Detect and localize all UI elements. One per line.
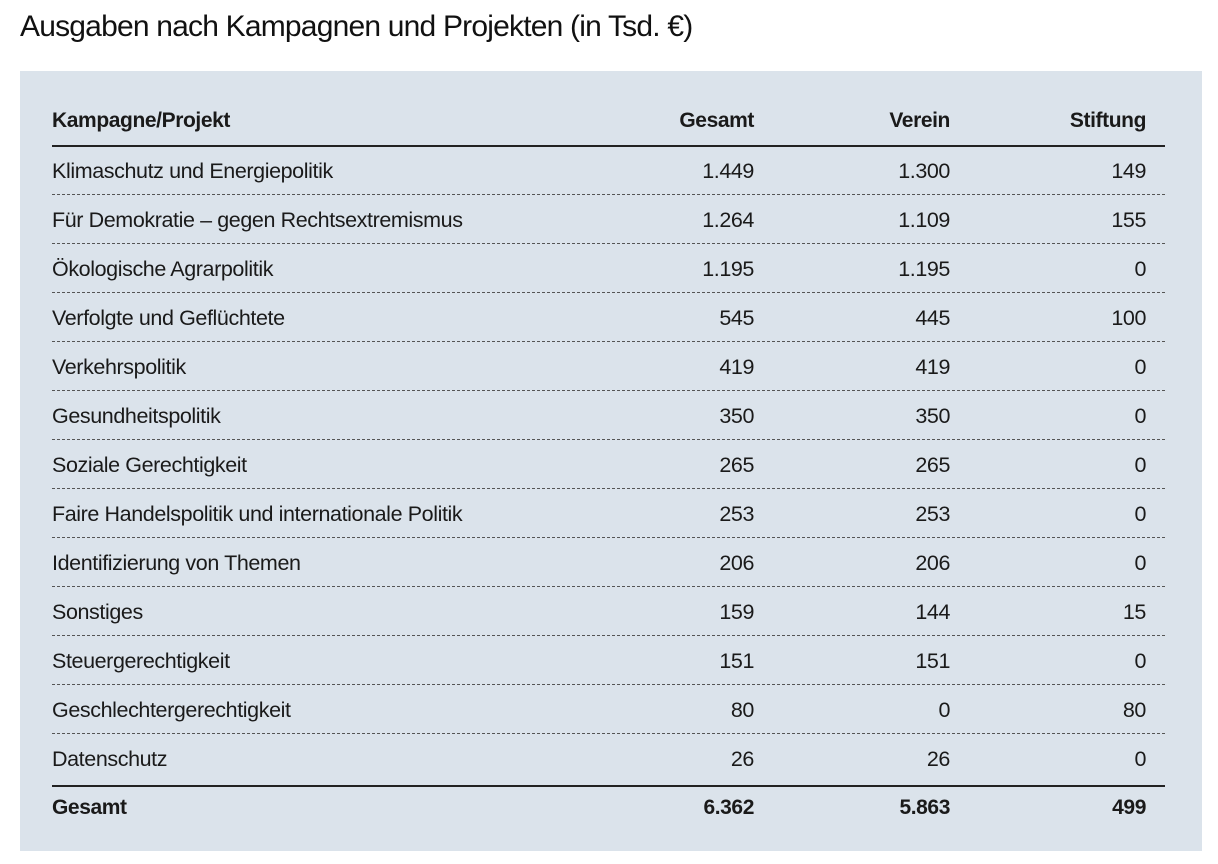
row-divider	[52, 194, 1165, 195]
row-value: 265	[915, 453, 950, 477]
row-value: 253	[719, 502, 754, 526]
total-label: Gesamt	[52, 796, 127, 819]
row-value: 0	[1134, 257, 1146, 281]
row-value: 80	[730, 698, 755, 722]
row-value: 206	[915, 551, 950, 575]
row-divider	[52, 341, 1165, 342]
row-value: 419	[915, 355, 950, 379]
row-value: 151	[719, 649, 754, 673]
row-divider	[52, 243, 1165, 244]
total-value: 5.863	[899, 796, 950, 819]
row-value: 1.109	[898, 208, 950, 232]
row-value: 159	[719, 600, 754, 624]
row-value: 1.449	[702, 159, 754, 183]
row-divider	[52, 390, 1165, 391]
row-label: Für Demokratie – gegen Rechtsextremismus	[52, 208, 463, 232]
row-value: 1.195	[898, 257, 950, 281]
row-label: Faire Handelspolitik und internationale …	[52, 502, 463, 526]
row-label: Steuergerechtigkeit	[52, 649, 230, 673]
total-rule	[52, 785, 1165, 787]
row-divider	[52, 635, 1165, 636]
row-label: Datenschutz	[52, 747, 168, 771]
row-value: 0	[1134, 649, 1146, 673]
row-value: 100	[1111, 306, 1146, 330]
row-value: 1.195	[702, 257, 754, 281]
header-value: Verein	[889, 109, 950, 132]
row-value: 26	[730, 747, 755, 771]
row-label: Gesundheitspolitik	[52, 404, 221, 428]
row-value: 26	[926, 747, 951, 771]
row-value: 445	[915, 306, 950, 330]
row-value: 350	[915, 404, 950, 428]
row-label: Identifizierung von Themen	[52, 551, 301, 575]
row-value: 419	[719, 355, 754, 379]
row-divider	[52, 488, 1165, 489]
row-value: 206	[719, 551, 754, 575]
row-value: 149	[1111, 159, 1146, 183]
row-divider	[52, 537, 1165, 538]
row-value: 80	[1122, 698, 1147, 722]
row-divider	[52, 292, 1165, 293]
row-value: 0	[1134, 551, 1146, 575]
row-value: 144	[915, 600, 950, 624]
row-value: 350	[719, 404, 754, 428]
row-label: Geschlechtergerechtigkeit	[52, 698, 291, 722]
row-value: 1.264	[702, 208, 754, 232]
row-divider	[52, 733, 1165, 734]
row-value: 265	[719, 453, 754, 477]
row-divider	[52, 586, 1165, 587]
table-panel	[20, 71, 1202, 851]
row-label: Ökologische Agrarpolitik	[52, 257, 274, 281]
row-value: 15	[1122, 600, 1147, 624]
row-divider	[52, 439, 1165, 440]
row-value: 151	[915, 649, 950, 673]
row-label: Verkehrspolitik	[52, 355, 186, 379]
header-value: Gesamt	[679, 109, 754, 132]
header-label: Kampagne/Projekt	[52, 109, 230, 132]
total-value: 499	[1112, 796, 1146, 819]
row-value: 1.300	[898, 159, 950, 183]
row-divider	[52, 684, 1165, 685]
row-value: 0	[1134, 502, 1146, 526]
page-title: Ausgaben nach Kampagnen und Projekten (i…	[20, 10, 693, 43]
row-value: 0	[1134, 355, 1146, 379]
row-label: Klimaschutz und Energiepolitik	[52, 159, 333, 183]
row-label: Soziale Gerechtigkeit	[52, 453, 247, 477]
header-value: Stiftung	[1069, 109, 1147, 132]
row-label: Sonstiges	[52, 600, 143, 624]
row-value: 0	[1134, 453, 1146, 477]
row-value: 0	[1134, 747, 1146, 771]
row-value: 545	[719, 306, 754, 330]
row-value: 0	[1134, 404, 1146, 428]
row-label: Verfolgte und Geflüchtete	[52, 306, 285, 330]
row-value: 253	[915, 502, 950, 526]
row-value: 0	[938, 698, 950, 722]
total-value: 6.362	[703, 796, 754, 819]
header-rule	[52, 145, 1165, 147]
row-value: 155	[1111, 208, 1146, 232]
